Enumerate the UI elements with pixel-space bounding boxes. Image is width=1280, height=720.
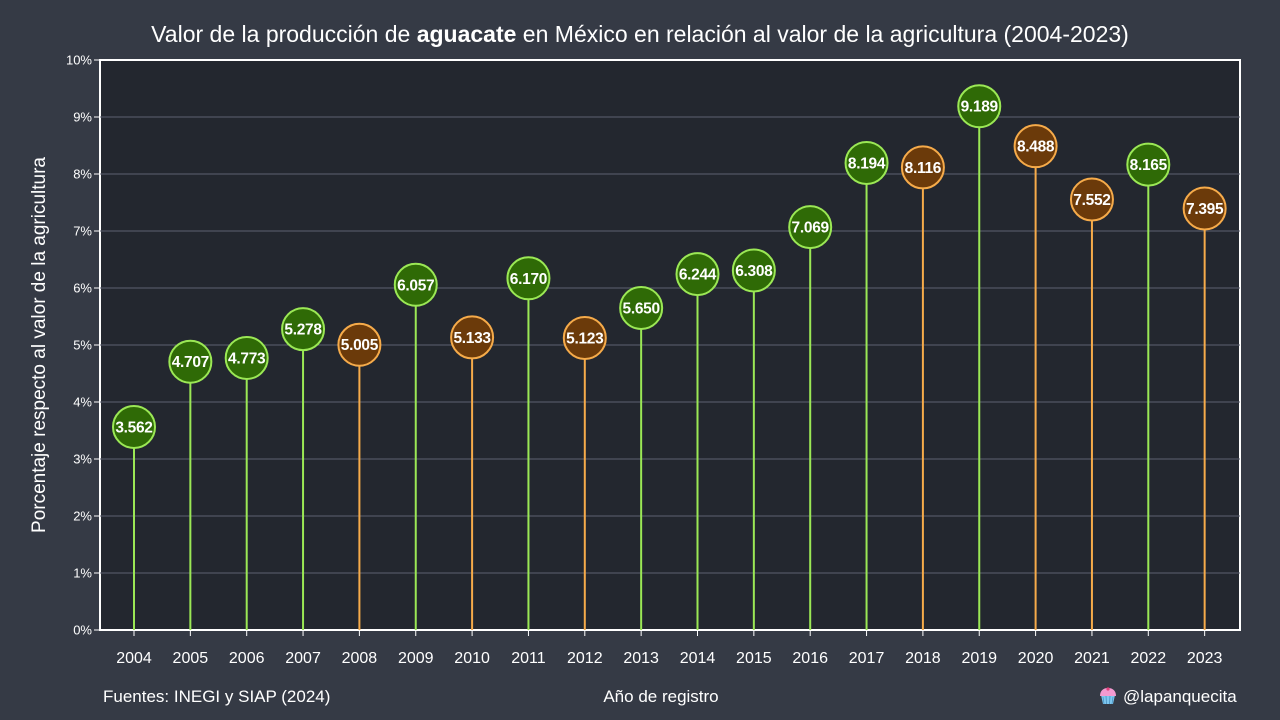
y-tick-label: 4%: [73, 395, 92, 410]
value-label: 9.189: [961, 99, 999, 116]
lollipop-marker: [562, 315, 607, 360]
gridlines: [100, 116, 1240, 574]
value-label: 5.278: [284, 322, 322, 339]
lollipop-marker: [619, 285, 664, 330]
x-tick-label: 2019: [961, 650, 997, 667]
x-tick-label: 2004: [116, 650, 152, 667]
x-tick-label: 2009: [398, 650, 434, 667]
chart-title-emphasis: aguacate: [417, 21, 517, 47]
y-tick-label: 0%: [73, 623, 92, 638]
x-tick-label: 2014: [680, 650, 716, 667]
y-tick-label: 8%: [73, 167, 92, 182]
value-label: 8.194: [848, 155, 886, 172]
author-handle: @lapanquecita: [1123, 687, 1237, 706]
lollipop-marker: [224, 335, 269, 380]
lollipop-marker: [731, 248, 776, 293]
x-tick-label: 2008: [342, 650, 378, 667]
y-tick-label: 9%: [73, 110, 92, 125]
value-label: 7.552: [1073, 192, 1110, 209]
value-label: 6.308: [735, 263, 773, 280]
x-tick-label: 2007: [285, 650, 321, 667]
x-tick-label: 2006: [229, 650, 265, 667]
x-axis-ticks: 2004 2005 2006 2007 2008 2009 2010 2011 2012 2013…: [116, 630, 1223, 667]
y-tick-label: 7%: [73, 224, 92, 239]
lollipop-marker: [337, 322, 382, 367]
x-tick-label: 2011: [511, 650, 546, 667]
y-tick-label: 2%: [73, 509, 92, 524]
value-label: 5.123: [566, 330, 604, 347]
lollipop-marker: [506, 256, 551, 301]
lollipop-marker: [1126, 142, 1171, 187]
lollipop-marker: [957, 84, 1002, 129]
x-tick-label: 2012: [567, 650, 603, 667]
x-axis-title: Año de registro: [603, 687, 718, 706]
x-tick-label: 2017: [849, 650, 885, 667]
lollipop-marker: [844, 140, 889, 185]
y-axis-ticks: 0% 1% 2% 3% 4% 5% 6% 7% 8% 9% 10%: [66, 53, 100, 638]
x-tick-label: 2016: [792, 650, 828, 667]
value-label: 8.488: [1017, 139, 1055, 156]
lollipop-markers: 3.562 4.707 4.773 5.278 5.005 6.057 5.133 6.170…: [112, 84, 1227, 449]
y-tick-label: 10%: [66, 53, 92, 68]
value-label: 6.057: [397, 277, 434, 294]
chart-title: Valor de la producción de aguacate en Mé…: [151, 21, 1129, 47]
lollipop-marker: [393, 262, 438, 307]
lollipop-stems: [133, 127, 1206, 630]
lollipop-marker: [1182, 186, 1227, 231]
lollipop-marker: [1069, 177, 1114, 222]
value-label: 3.562: [115, 419, 152, 436]
lollipop-marker: [281, 307, 326, 352]
x-tick-label: 2021: [1074, 650, 1110, 667]
x-tick-label: 2022: [1131, 650, 1167, 667]
y-tick-label: 5%: [73, 338, 92, 353]
value-label: 8.116: [905, 160, 942, 177]
lollipop-marker: [675, 252, 720, 297]
value-label: 7.069: [792, 220, 830, 237]
value-label: 4.707: [172, 354, 209, 371]
lollipop-marker: [112, 404, 156, 449]
x-tick-label: 2015: [736, 650, 772, 667]
x-tick-label: 2020: [1018, 650, 1054, 667]
cupcake-icon: [1100, 687, 1116, 705]
y-tick-label: 3%: [73, 452, 92, 467]
x-tick-label: 2013: [623, 650, 659, 667]
chart-title-suffix: en México en relación al valor de la agr…: [516, 21, 1128, 47]
lollipop-marker: [450, 315, 495, 360]
lollipop-marker: [788, 205, 833, 250]
x-tick-label: 2010: [454, 650, 490, 667]
x-tick-label: 2023: [1187, 650, 1223, 667]
x-tick-label: 2005: [173, 650, 209, 667]
lollipop-marker: [168, 339, 213, 384]
value-label: 5.650: [623, 300, 660, 317]
value-label: 6.244: [679, 267, 717, 284]
lollipop-marker: [900, 145, 945, 190]
value-label: 6.170: [510, 271, 547, 288]
value-label: 4.773: [228, 350, 266, 367]
y-tick-label: 6%: [73, 281, 92, 296]
sources-note: Fuentes: INEGI y SIAP (2024): [103, 687, 330, 706]
lollipop-marker: [1013, 124, 1058, 169]
value-label: 5.133: [453, 330, 491, 347]
value-label: 8.165: [1130, 157, 1168, 174]
y-tick-label: 1%: [73, 566, 92, 581]
chart-title-prefix: Valor de la producción de: [151, 21, 417, 47]
value-label: 7.395: [1186, 201, 1224, 218]
x-tick-label: 2018: [905, 650, 941, 667]
value-label: 5.005: [341, 337, 379, 354]
y-axis-title: Porcentaje respecto al valor de la agric…: [29, 157, 50, 533]
